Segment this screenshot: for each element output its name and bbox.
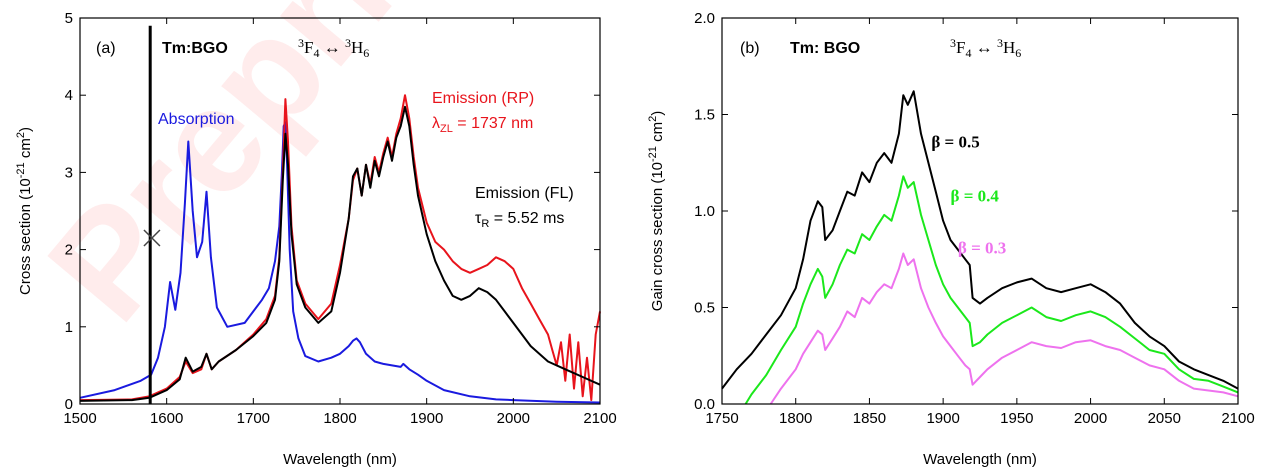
panel-a-x-tick-label: 2100 [583,410,616,427]
panel-a-x-tick-label: 1700 [237,410,270,427]
panel-b-x-tick-label: 2050 [1148,410,1181,427]
panel-a-series-group [79,25,601,404]
panel-b-transition-label: 3F4 ↔ 3H6 [950,36,1021,60]
panel-b-x-tick-label: 1800 [779,410,812,427]
panel-b-series-0-4 [744,175,1239,405]
panel-a-x-tick-label: 1900 [410,410,443,427]
panel-b-y-tick-label: 1.0 [694,203,715,220]
panel-b-series-labels: β = 0.5 β = 0.4 β = 0.3 [931,132,1006,257]
panel-b-plot-frame [721,17,1239,405]
panel-a-tau-r-label: τR = 5.52 ms [475,210,564,230]
panel-a-chart: 1500 1600 1700 1800 1900 2000 2100 0 1 2 3 4 5 Wave… [15,10,617,468]
panel-a-emission-fl-label: Emission (FL) [475,185,574,202]
panel-b-series-group [721,90,1239,405]
panel-b-x-tick-label: 2100 [1221,410,1254,427]
panel-a-crystal-label: Tm:BGO [162,40,228,57]
panel-b-y-tick-label: 1.5 [694,107,715,124]
panel-a-y-tick-label: 3 [65,164,73,181]
panel-a-lambda-zl-label: λZL = 1737 nm [432,115,533,135]
panel-a-x-tick-label: 1500 [63,410,96,427]
panel-b-label-0-5: β = 0.5 [931,132,979,151]
panel-a-x-tick-label: 1600 [150,410,183,427]
panel-b-y-ticks: 0.0 0.5 1.0 1.5 2.0 [694,10,1238,413]
panel-a-y-tick-label: 4 [65,87,73,104]
panel-b-x-ticks: 1750 1800 1850 1900 1950 2000 2050 2100 [705,18,1255,427]
panel-b-y-tick-label: 0.5 [694,300,715,317]
panel-a-emission-rp-label: Emission (RP) [432,90,534,107]
panel-a-x-tick-label: 2000 [497,410,530,427]
panel-b-label-0-3: β = 0.3 [958,238,1006,257]
panel-b-chart: 1750 1800 1850 1900 1950 2000 2050 2100 0.00.51… [647,10,1255,468]
panel-b-y-axis-label: Gain cross section (10-21 cm2) [647,111,666,311]
watermark-text: Preprint [16,0,514,351]
panel-a-x-ticks: 1500 1600 1700 1800 1900 2000 2100 [63,18,617,427]
panel-a-y-tick-label: 1 [65,319,73,336]
panel-b-x-tick-label: 1750 [705,410,738,427]
panel-a-y-ticks: 0 1 2 3 4 5 [65,10,600,413]
panel-a-series-emission-fl [79,105,601,402]
panel-b-label-0-4: β = 0.4 [951,186,1000,205]
panel-b-x-tick-label: 1950 [1000,410,1033,427]
panel-a-y-tick-label: 2 [65,242,73,259]
panel-a-cross-stroke-2 [143,229,161,247]
panel-a-transition-label: 3F4 ↔ 3H6 [298,36,369,60]
panel-a-y-tick-label: 5 [65,10,73,27]
panel-a-zero-line-marker [143,229,161,247]
panel-a-y-axis-label: Cross section (10-21 cm2) [15,127,34,295]
panel-b-series-0-5 [721,90,1239,390]
panel-b-x-tick-label: 1900 [926,410,959,427]
panel-a-absorption-label: Absorption [158,111,235,128]
panel-b-label: (b) [740,40,760,57]
panel-b-y-tick-label: 0.0 [694,396,715,413]
panel-a-x-axis-label: Wavelength (nm) [283,451,397,468]
panel-b-series-0-3 [769,252,1239,405]
panel-b-x-axis-label: Wavelength (nm) [923,451,1037,468]
panel-a-x-tick-label: 1800 [323,410,356,427]
panel-a-y-tick-label: 0 [65,396,73,413]
panel-a-label: (a) [96,40,116,57]
panel-b-x-tick-label: 1850 [853,410,886,427]
panel-b-y-tick-label: 2.0 [694,10,715,27]
panel-b-x-tick-label: 2000 [1074,410,1107,427]
panel-b-crystal-label: Tm: BGO [790,40,860,57]
